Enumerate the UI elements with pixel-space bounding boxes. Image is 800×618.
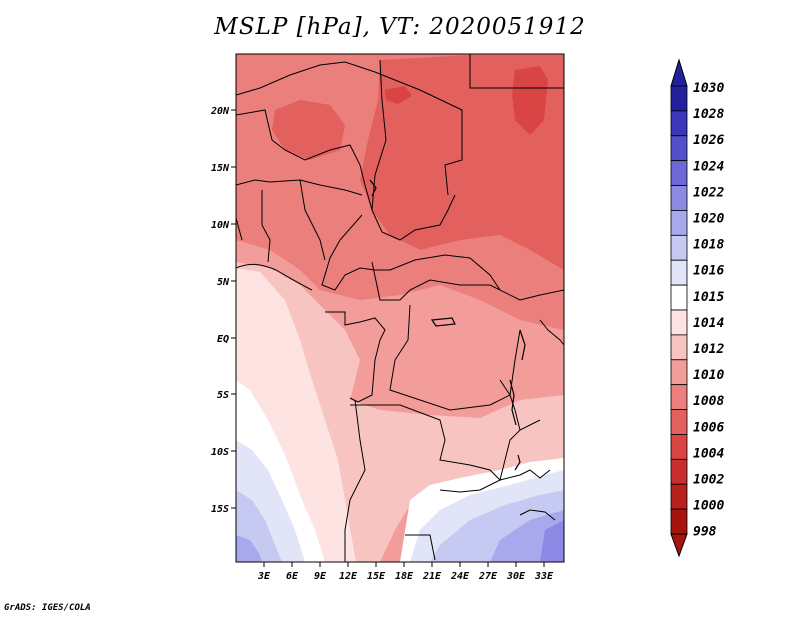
colorbar-top-arrow (670, 58, 688, 87)
colorbar-swatch (670, 359, 688, 386)
grads-credit: GrADS: IGES/COLA (4, 603, 91, 613)
colorbar-swatch (670, 160, 688, 186)
colorbar-label: 1000 (693, 499, 724, 514)
colorbar-swatch (670, 259, 688, 286)
lon-label: 9E (314, 571, 327, 582)
colorbar-swatch (670, 483, 688, 510)
lon-label: 27E (478, 571, 498, 582)
colorbar-swatch (670, 409, 688, 435)
lat-ticks (231, 109, 236, 509)
lon-label: 33E (534, 571, 554, 582)
colorbar-bottom-arrow (670, 533, 688, 558)
colorbar-label: 1024 (693, 159, 724, 174)
colorbar-swatch (670, 384, 688, 410)
lat-label: 15N (211, 163, 230, 174)
colorbar-label: 1020 (693, 212, 724, 227)
lat-label: 10S (211, 447, 229, 458)
colorbar-swatch (670, 508, 688, 535)
lon-label: 21E (422, 571, 442, 582)
colorbar-label: 1004 (693, 446, 724, 461)
map-title: MSLP [hPa], VT: 2020051912 (214, 14, 586, 40)
colorbar-swatch (670, 434, 688, 460)
lat-labels: 20N 15N 10N 5N EQ 5S 10S 15S (210, 106, 230, 515)
lon-label: 3E (257, 571, 271, 582)
colorbar-label: 1010 (693, 368, 724, 383)
colorbar-label: 1028 (693, 107, 724, 122)
map-frame (235, 53, 565, 563)
colorbar-label: 1030 (693, 81, 724, 96)
lat-label: 20N (210, 106, 230, 117)
lon-labels: 3E 6E 9E 12E 15E 18E 21E 24E 27E 30E 33E (257, 571, 554, 582)
colorbar-label: 1022 (693, 185, 724, 200)
colorbar-label: 998 (693, 525, 717, 540)
colorbar-label: 1002 (693, 473, 724, 488)
lat-label: EQ (217, 334, 229, 345)
lon-label: 18E (395, 571, 414, 582)
lon-label: 15E (367, 571, 386, 582)
field-1022-se (540, 520, 564, 562)
colorbar-label: 1008 (693, 394, 724, 409)
pressure-field (236, 54, 564, 562)
lon-ticks (263, 562, 545, 567)
lon-label: 12E (339, 571, 358, 582)
field-1004-b (512, 66, 548, 135)
colorbar-swatch (670, 135, 688, 162)
field-1020-sw (236, 535, 262, 562)
lon-label: 30E (506, 571, 526, 582)
colorbar-label: 1026 (693, 133, 724, 148)
field-1006-north (360, 55, 564, 270)
colorbar-swatch (670, 309, 688, 336)
field-1006-west (272, 100, 345, 160)
colorbar-label: 1016 (693, 264, 724, 279)
lat-label: 10N (211, 220, 230, 231)
lon-label: 6E (286, 571, 299, 582)
colorbar-swatch (670, 185, 688, 211)
colorbar-label: 1015 (693, 290, 724, 305)
lat-label: 5S (217, 390, 229, 401)
colorbar-swatch (670, 210, 688, 236)
colorbar-label: 1012 (693, 342, 724, 357)
colorbar-swatch (670, 284, 688, 311)
colorbar-label: 1018 (693, 238, 724, 253)
colorbar-swatch (670, 85, 688, 112)
field-1004-a (385, 86, 412, 104)
colorbar-label: 1014 (693, 316, 724, 331)
colorbar-swatch (670, 110, 688, 137)
lon-label: 24E (450, 571, 470, 582)
colorbar-swatch (670, 458, 688, 485)
lat-label: 15S (211, 504, 229, 515)
lat-label: 5N (217, 277, 230, 288)
lakes (369, 179, 526, 471)
colorbar-swatch (670, 234, 688, 261)
colorbar: 1030 1028 1026 1024 1022 1020 1018 1016 1015 1014… (670, 58, 724, 558)
colorbar-swatch (670, 334, 688, 361)
colorbar-label: 1006 (693, 420, 724, 435)
